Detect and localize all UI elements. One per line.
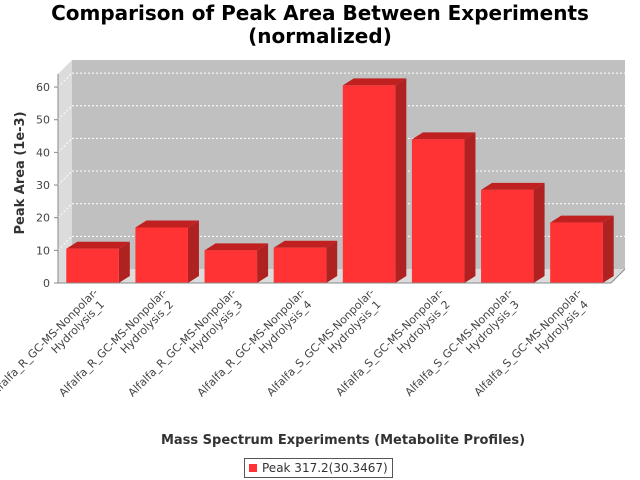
legend-label: Peak 317.2(30.3467) [262,461,388,475]
bar-side [395,78,407,283]
gridline-side [57,72,73,88]
y-tick-label: 50 [36,114,50,127]
legend-swatch [249,464,257,472]
y-tick-label: 30 [36,179,50,192]
bar-top [342,78,407,86]
x-tick-labels: Alfalfa_R_GC-MS-Nonpolar-Hydrolysis_1Alf… [0,286,591,399]
x-tick-label-line: Alfalfa_R_GC-MS-Nonpolar- [0,286,101,399]
bar-front [550,222,603,283]
bar-side [533,182,545,283]
y-tick-label: 0 [43,277,50,290]
bar-side [326,240,338,283]
bar [342,78,407,283]
axes [54,74,626,284]
bar-top [481,182,545,190]
bar [550,215,614,283]
bar [411,132,476,283]
bar [273,240,338,283]
bar-front [481,189,534,283]
y-tick-label: 10 [36,244,50,257]
bar-front [204,250,258,283]
gridline-side [57,203,73,219]
y-tick-label: 40 [36,146,50,159]
bar-top [135,220,199,228]
bar-side [464,132,476,283]
chart-title-line-2: (normalized) [248,24,392,48]
bar-front [342,85,396,283]
bar-front [273,247,327,283]
bar-front [66,248,119,283]
bar-top [66,241,130,249]
bar-front [411,139,465,283]
bar-top [550,215,614,223]
y-tick-labels: 0 10 20 30 40 50 60 [36,81,50,290]
chart-title: Comparison of Peak Area Between Experime… [0,2,640,48]
bar-side [187,220,199,283]
bar [481,182,545,283]
gridline-side [57,170,73,186]
bar-top [273,240,338,248]
legend: Peak 317.2(30.3467) [244,458,393,478]
bar-top [411,132,476,140]
bar-side [257,243,269,283]
bar-side [602,215,614,283]
bar-top [204,243,269,251]
y-axis-label: Peak Area (1e-3) [13,111,28,234]
bar-side [118,241,130,283]
gridline-side [57,138,73,153]
gridline-side [57,105,73,121]
y-tick-label: 60 [36,81,50,94]
x-tick-label: Alfalfa_R_GC-MS-Nonpolar-Hydrolysis_1 [0,286,107,399]
bars [66,78,614,283]
gridline-side [57,235,73,251]
chart-title-line-1: Comparison of Peak Area Between Experime… [51,1,589,25]
bar [66,241,130,283]
y-tick-label: 20 [36,212,50,225]
x-axis-label: Mass Spectrum Experiments (Metabolite Pr… [161,433,525,448]
bar [204,243,269,283]
floor-edge [610,268,626,284]
bar [135,220,199,283]
bar-front [135,227,188,283]
